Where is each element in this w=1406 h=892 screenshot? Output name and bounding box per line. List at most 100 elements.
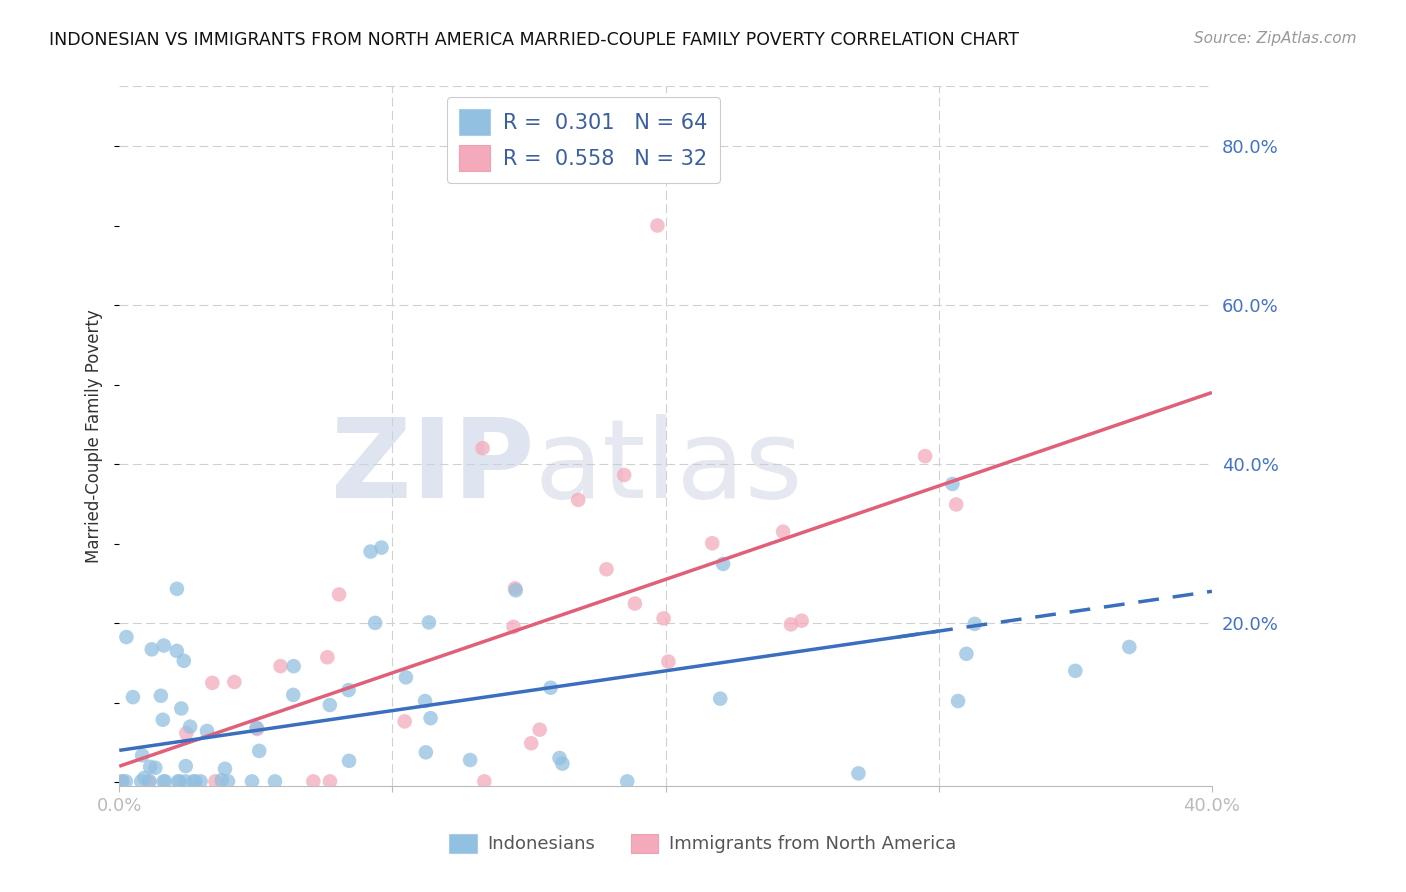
Point	[328, 587, 350, 601]
Point	[247, 744, 270, 758]
Point	[413, 694, 436, 708]
Text: ZIP: ZIP	[330, 414, 534, 521]
Point	[945, 498, 967, 512]
Point	[170, 701, 193, 715]
Point	[418, 615, 440, 630]
Point	[616, 774, 638, 789]
Point	[337, 754, 360, 768]
Point	[245, 721, 267, 735]
Point	[111, 774, 134, 789]
Point	[370, 541, 392, 555]
Point	[138, 774, 160, 789]
Point	[149, 689, 172, 703]
Text: Source: ZipAtlas.com: Source: ZipAtlas.com	[1194, 31, 1357, 46]
Point	[790, 614, 813, 628]
Point	[114, 774, 136, 789]
Point	[963, 616, 986, 631]
Point	[270, 659, 292, 673]
Point	[395, 670, 418, 684]
Point	[214, 762, 236, 776]
Point	[184, 774, 207, 789]
Point	[166, 582, 188, 596]
Point	[337, 683, 360, 698]
Point	[1118, 640, 1140, 654]
Point	[190, 774, 212, 789]
Point	[780, 617, 803, 632]
Point	[217, 774, 239, 789]
Point	[131, 748, 153, 763]
Point	[946, 694, 969, 708]
Point	[179, 720, 201, 734]
Point	[139, 760, 162, 774]
Point	[153, 639, 176, 653]
Point	[711, 557, 734, 571]
Point	[176, 726, 198, 740]
Point	[458, 753, 481, 767]
Point	[264, 774, 287, 789]
Point	[134, 771, 156, 785]
Point	[153, 774, 176, 789]
Point	[316, 650, 339, 665]
Y-axis label: Married-Couple Family Poverty: Married-Couple Family Poverty	[86, 310, 103, 563]
Point	[302, 774, 325, 789]
Point	[181, 774, 204, 789]
Point	[941, 477, 963, 491]
Point	[129, 774, 152, 789]
Point	[364, 615, 387, 630]
Point	[166, 644, 188, 658]
Point	[167, 774, 190, 789]
Point	[419, 711, 441, 725]
Point	[283, 659, 305, 673]
Point	[415, 745, 437, 759]
Point	[141, 642, 163, 657]
Text: atlas: atlas	[534, 414, 803, 521]
Legend: Indonesians, Immigrants from North America: Indonesians, Immigrants from North Ameri…	[443, 827, 963, 861]
Point	[111, 774, 134, 789]
Point	[283, 688, 305, 702]
Point	[647, 219, 669, 233]
Point	[195, 723, 218, 738]
Point	[548, 751, 571, 765]
Text: INDONESIAN VS IMMIGRANTS FROM NORTH AMERICA MARRIED-COUPLE FAMILY POVERTY CORREL: INDONESIAN VS IMMIGRANTS FROM NORTH AMER…	[49, 31, 1019, 49]
Point	[595, 562, 617, 576]
Point	[115, 630, 138, 644]
Point	[201, 676, 224, 690]
Point	[540, 681, 562, 695]
Point	[613, 468, 636, 483]
Point	[204, 774, 226, 789]
Point	[152, 774, 174, 789]
Point	[709, 691, 731, 706]
Point	[657, 655, 679, 669]
Point	[702, 536, 724, 550]
Point	[848, 766, 870, 780]
Point	[529, 723, 551, 737]
Point	[240, 774, 263, 789]
Point	[319, 774, 342, 789]
Point	[955, 647, 977, 661]
Point	[319, 698, 342, 712]
Point	[624, 597, 647, 611]
Point	[122, 690, 145, 705]
Point	[914, 449, 936, 463]
Point	[772, 524, 794, 539]
Point	[138, 774, 160, 789]
Legend: R =  0.301   N = 64, R =  0.558   N = 32: R = 0.301 N = 64, R = 0.558 N = 32	[447, 96, 720, 183]
Point	[503, 582, 526, 596]
Point	[502, 620, 524, 634]
Point	[174, 774, 197, 789]
Point	[174, 759, 197, 773]
Point	[652, 611, 675, 625]
Point	[211, 773, 233, 788]
Point	[394, 714, 416, 729]
Point	[472, 774, 495, 789]
Point	[152, 713, 174, 727]
Point	[520, 736, 543, 750]
Point	[360, 544, 382, 558]
Point	[1064, 664, 1087, 678]
Point	[143, 761, 166, 775]
Point	[169, 774, 191, 789]
Point	[246, 722, 269, 736]
Point	[471, 441, 494, 455]
Point	[224, 675, 246, 690]
Point	[505, 583, 527, 598]
